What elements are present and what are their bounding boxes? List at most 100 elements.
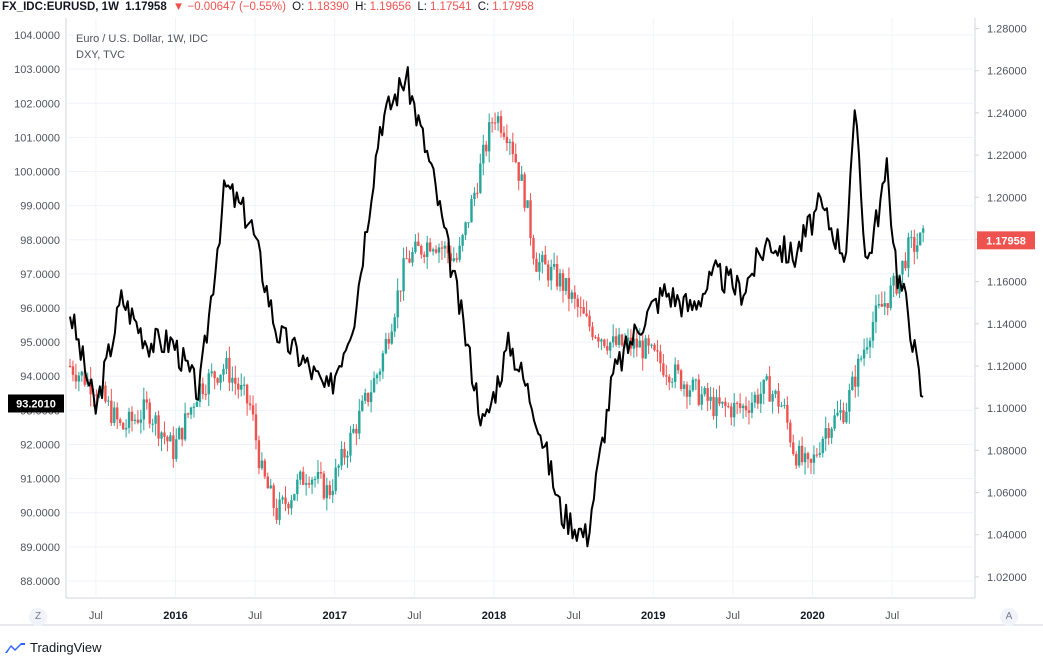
candle-body — [851, 376, 854, 390]
candle-body — [523, 174, 526, 208]
candle-body — [443, 245, 447, 249]
candle-body — [668, 376, 671, 383]
candle-body — [561, 273, 565, 291]
candle-body — [107, 400, 110, 402]
candle-body — [384, 338, 388, 354]
candle-body — [868, 340, 872, 348]
candle-body — [617, 334, 621, 345]
candle-body — [591, 326, 594, 338]
candle-body — [328, 485, 331, 496]
candle-body — [251, 405, 255, 415]
candle-body — [201, 383, 205, 395]
candle-body — [644, 338, 647, 359]
y-right-tick-label: 1.14000 — [987, 319, 1027, 331]
candle-body — [573, 292, 577, 299]
candle-body — [68, 366, 72, 367]
candle-body — [839, 410, 842, 413]
candle-body — [136, 419, 140, 423]
candle-body — [771, 394, 774, 402]
close-label: C: — [477, 1, 490, 13]
candle-body — [738, 403, 742, 409]
candle-body — [526, 200, 529, 208]
auto-scale-button[interactable]: A — [1000, 608, 1018, 626]
candle-body — [446, 245, 450, 254]
x-tick-label: Jul — [567, 610, 581, 622]
candle-body — [366, 392, 370, 403]
candle-body — [833, 415, 836, 429]
candle-body — [638, 340, 641, 348]
candle-body — [490, 122, 494, 124]
candle-body — [916, 245, 919, 252]
last-price: 1.17958 — [125, 1, 167, 13]
candle-body — [558, 273, 562, 287]
candle-body — [337, 465, 340, 468]
candle-body — [585, 313, 588, 316]
candle-body — [830, 428, 833, 438]
close-value: 1.17958 — [492, 1, 534, 13]
candle-body — [178, 427, 181, 440]
candle-body — [257, 440, 261, 469]
candle-body — [476, 192, 479, 194]
candle-body — [154, 415, 157, 424]
candle-body — [676, 364, 680, 371]
candle-body — [845, 411, 848, 423]
candle-body — [603, 339, 606, 347]
candle-body — [836, 412, 839, 416]
candle-body — [762, 379, 765, 394]
candle-body — [880, 303, 884, 307]
candle-body — [234, 377, 237, 384]
candle-body — [145, 399, 148, 403]
y-left-tick-label: 94.0000 — [20, 371, 60, 383]
candle-body — [331, 490, 334, 496]
candle-body — [555, 264, 559, 287]
candle-body — [712, 396, 715, 417]
candle-body — [611, 336, 615, 343]
zoom-z-button[interactable]: Z — [29, 608, 47, 626]
candle-body — [774, 390, 777, 395]
candle-body — [369, 392, 373, 403]
candle-body — [452, 258, 455, 262]
candle-body — [733, 402, 736, 418]
candle-body — [175, 439, 178, 459]
candle-body — [110, 400, 113, 423]
y-right-tick-label: 1.22000 — [987, 150, 1027, 162]
candle-body — [606, 346, 609, 351]
candle-body — [541, 254, 544, 263]
candle-body — [254, 414, 258, 441]
candle-body — [340, 448, 343, 466]
candle-body — [464, 222, 467, 236]
candle-body — [260, 460, 264, 469]
candle-body — [296, 479, 299, 495]
y-left-tick-label: 91.0000 — [20, 474, 60, 486]
high-value: 1.19656 — [369, 1, 412, 13]
candle-body — [408, 258, 411, 263]
x-tick-label: Jul — [885, 610, 899, 622]
tradingview-logo[interactable]: TradingView — [4, 640, 102, 655]
candle-body — [907, 237, 910, 269]
candle-body — [183, 413, 187, 440]
candle-body — [151, 423, 154, 425]
y-left-tick-label: 101.0000 — [14, 132, 60, 144]
candle-body — [496, 116, 500, 123]
candle-body — [399, 290, 402, 292]
candle-body — [700, 394, 703, 405]
candle-body — [759, 393, 762, 404]
candle-body — [529, 200, 532, 238]
candle-body — [231, 377, 234, 383]
candle-body — [721, 401, 724, 404]
candle-body — [355, 428, 358, 434]
candle-body — [659, 351, 662, 364]
candle-body — [139, 419, 143, 423]
candle-body — [275, 507, 278, 520]
candle-body — [375, 374, 379, 379]
candle-body — [694, 379, 698, 381]
candle-body — [334, 467, 337, 491]
x-tick-label: 2017 — [322, 610, 346, 622]
candle-body — [281, 497, 284, 500]
y-right-tick-label: 1.10000 — [987, 403, 1027, 415]
candle-body — [313, 478, 317, 480]
candle-body — [74, 374, 78, 382]
y-left-tick-label: 102.0000 — [14, 98, 60, 110]
candle-body — [372, 378, 376, 393]
